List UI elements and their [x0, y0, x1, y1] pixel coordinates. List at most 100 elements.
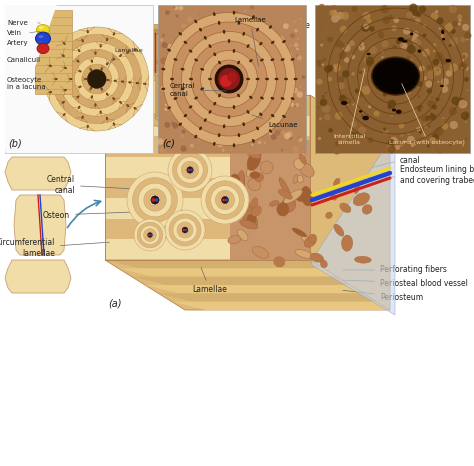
Circle shape: [182, 32, 276, 126]
Circle shape: [383, 93, 387, 96]
Circle shape: [374, 81, 377, 84]
Ellipse shape: [69, 78, 73, 80]
Circle shape: [244, 116, 251, 123]
Circle shape: [218, 40, 220, 42]
Circle shape: [340, 140, 343, 143]
Ellipse shape: [213, 102, 216, 105]
Ellipse shape: [136, 82, 139, 84]
Ellipse shape: [271, 41, 274, 44]
Circle shape: [220, 75, 232, 87]
Ellipse shape: [320, 260, 328, 268]
Circle shape: [171, 112, 173, 114]
Polygon shape: [172, 302, 390, 310]
Circle shape: [381, 13, 384, 17]
Circle shape: [187, 167, 193, 173]
Ellipse shape: [256, 28, 259, 32]
Text: Periosteal blood vessel: Periosteal blood vessel: [343, 279, 468, 288]
Ellipse shape: [49, 91, 52, 93]
Circle shape: [225, 199, 228, 202]
Ellipse shape: [292, 228, 307, 237]
Ellipse shape: [259, 42, 263, 45]
Ellipse shape: [392, 109, 396, 111]
Circle shape: [284, 133, 291, 139]
Circle shape: [297, 91, 303, 98]
Circle shape: [325, 92, 327, 94]
Circle shape: [461, 111, 467, 116]
Ellipse shape: [249, 138, 259, 149]
Circle shape: [292, 88, 298, 93]
Circle shape: [369, 26, 374, 32]
Ellipse shape: [246, 44, 249, 48]
Circle shape: [258, 53, 265, 59]
Circle shape: [265, 64, 271, 69]
Ellipse shape: [295, 250, 313, 259]
Circle shape: [181, 145, 187, 152]
Ellipse shape: [340, 203, 351, 212]
Circle shape: [380, 101, 387, 108]
Circle shape: [286, 131, 292, 138]
Ellipse shape: [36, 32, 51, 45]
Ellipse shape: [446, 59, 451, 62]
Circle shape: [147, 232, 153, 238]
Polygon shape: [105, 260, 390, 310]
Circle shape: [407, 91, 410, 94]
Circle shape: [200, 122, 201, 123]
Circle shape: [190, 169, 193, 171]
Circle shape: [349, 129, 352, 131]
Ellipse shape: [194, 135, 197, 138]
Ellipse shape: [228, 115, 230, 119]
Polygon shape: [105, 95, 310, 116]
Ellipse shape: [201, 88, 204, 90]
Circle shape: [396, 73, 403, 80]
Circle shape: [408, 76, 412, 80]
Ellipse shape: [100, 44, 102, 48]
Circle shape: [410, 95, 412, 96]
Circle shape: [344, 57, 349, 62]
Ellipse shape: [240, 199, 255, 210]
Circle shape: [237, 128, 244, 134]
Circle shape: [278, 53, 282, 56]
Circle shape: [197, 44, 199, 46]
Circle shape: [221, 110, 228, 117]
Circle shape: [300, 18, 302, 20]
Ellipse shape: [246, 78, 250, 80]
Circle shape: [321, 63, 324, 66]
Circle shape: [324, 114, 330, 120]
Ellipse shape: [228, 235, 241, 244]
Circle shape: [321, 95, 326, 99]
Text: Lamellae: Lamellae: [115, 48, 143, 54]
Circle shape: [173, 152, 208, 188]
Ellipse shape: [106, 62, 109, 65]
Circle shape: [346, 13, 349, 14]
Circle shape: [228, 120, 233, 126]
Ellipse shape: [63, 42, 65, 45]
Circle shape: [440, 55, 442, 57]
Circle shape: [181, 34, 185, 38]
Circle shape: [279, 46, 285, 53]
Text: Perforating fibers: Perforating fibers: [343, 266, 447, 274]
Circle shape: [335, 112, 343, 120]
Circle shape: [458, 19, 462, 22]
Polygon shape: [118, 268, 337, 277]
Circle shape: [413, 39, 421, 47]
Circle shape: [138, 183, 172, 217]
Ellipse shape: [341, 235, 353, 251]
Circle shape: [366, 19, 372, 24]
Ellipse shape: [147, 29, 169, 35]
Circle shape: [163, 13, 296, 145]
Ellipse shape: [113, 123, 115, 126]
Circle shape: [429, 114, 436, 121]
Circle shape: [344, 97, 351, 104]
Circle shape: [316, 60, 323, 67]
Ellipse shape: [38, 26, 44, 29]
Ellipse shape: [271, 97, 274, 100]
Circle shape: [193, 110, 198, 115]
Ellipse shape: [173, 58, 177, 61]
Ellipse shape: [440, 85, 444, 87]
Circle shape: [198, 138, 201, 141]
Circle shape: [235, 53, 237, 56]
Ellipse shape: [194, 59, 198, 62]
Circle shape: [350, 55, 356, 59]
Ellipse shape: [143, 113, 198, 127]
Polygon shape: [230, 140, 310, 260]
